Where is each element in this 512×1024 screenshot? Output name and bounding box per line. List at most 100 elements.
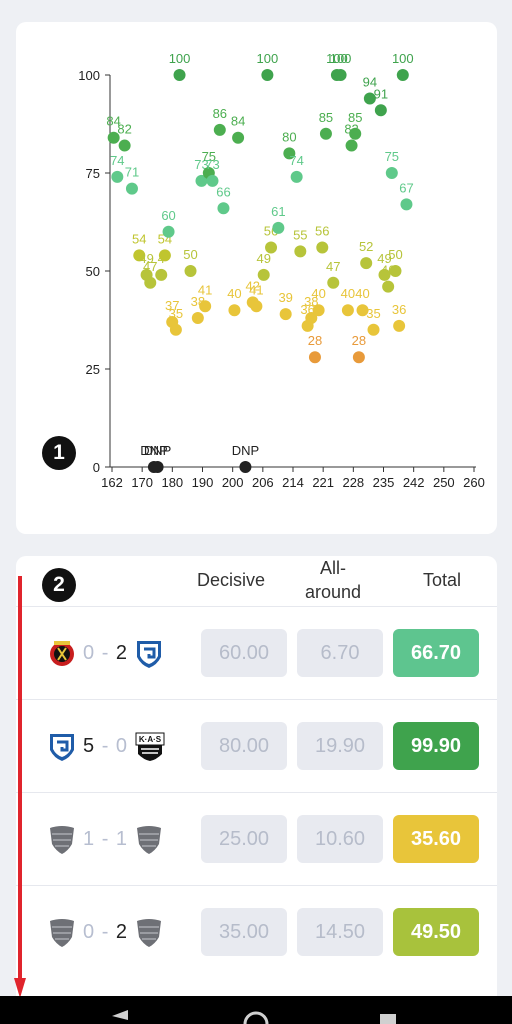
grey-shield-icon: [135, 918, 163, 948]
data-label: DNP: [144, 443, 171, 458]
table-row[interactable]: 0 - 2 35.00 14.50 49.50: [16, 885, 497, 978]
data-point: [265, 241, 278, 254]
total-value: 35.60: [393, 815, 479, 863]
data-point: [272, 221, 285, 234]
decisive-value: 60.00: [201, 629, 287, 677]
match-ratings-table: 2 Decisive All- around Total 0 - 2 60.00 6…: [16, 556, 497, 1006]
data-point: [261, 69, 274, 81]
back-icon[interactable]: [112, 1010, 128, 1020]
data-point: [250, 300, 263, 313]
recents-icon[interactable]: [380, 1014, 396, 1024]
data-label: 94: [363, 75, 377, 90]
match-score: 0 - 2: [48, 607, 163, 700]
header-decisive: Decisive: [196, 570, 266, 590]
data-label: 35: [366, 306, 380, 321]
data-point: [213, 123, 226, 136]
data-point: [393, 319, 406, 332]
data-label: 52: [359, 239, 373, 254]
data-point: [184, 265, 197, 277]
home-score: 1: [83, 828, 96, 850]
data-point: [232, 131, 245, 144]
data-point: [345, 139, 358, 152]
score-separator: -: [101, 921, 116, 943]
x-tick-label: 190: [192, 475, 214, 490]
data-point: [191, 312, 204, 325]
x-tick-label: 214: [282, 475, 304, 490]
data-point: [341, 304, 354, 317]
decisive-value: 35.00: [201, 908, 287, 956]
away-score: 0: [115, 735, 129, 757]
data-point: [349, 127, 362, 140]
rating-chart-card: 0 25 50 75 100 162 170 180 190 200 206 214 221 228 235…: [16, 22, 497, 534]
data-point: [144, 276, 157, 289]
data-label: 66: [216, 184, 230, 199]
data-label: 35: [169, 306, 183, 321]
data-label: 50: [388, 247, 402, 262]
nav-buttons: [112, 1010, 396, 1024]
data-label: 61: [271, 204, 285, 219]
away-score: 2: [115, 921, 129, 943]
blue-white-crest-icon: [48, 732, 76, 762]
x-tick-label: 200: [222, 475, 244, 490]
x-tick-label: 250: [433, 475, 455, 490]
x-tick-label: 180: [161, 475, 183, 490]
data-label: 40: [341, 286, 355, 301]
data-point: [327, 276, 340, 289]
score-separator: -: [101, 735, 116, 757]
data-label: 60: [161, 208, 175, 223]
allaround-value: 10.60: [297, 815, 383, 863]
data-label: 49: [377, 251, 391, 266]
rating-scatter-chart: 0 25 50 75 100 162 170 180 190 200 206 214 221 228 235…: [78, 51, 485, 490]
data-point: [206, 174, 219, 187]
data-point: [257, 268, 270, 281]
data-point: [356, 304, 369, 317]
chart-step-badge: 1: [42, 436, 76, 470]
decisive-value: 80.00: [201, 722, 287, 770]
away-score: 2: [115, 642, 129, 664]
grey-shield-icon: [48, 918, 76, 948]
y-tick-label: 25: [86, 362, 100, 377]
kas-eupen-crest-icon: K·A·S: [135, 732, 165, 762]
x-tick-label: 242: [403, 475, 425, 490]
data-point: [290, 170, 303, 183]
data-point: [334, 69, 347, 81]
data-point: [352, 351, 365, 364]
data-label: DNP: [232, 443, 259, 458]
total-value: 66.70: [393, 629, 479, 677]
data-label: 28: [308, 333, 322, 348]
blue-white-crest-icon: [135, 639, 163, 669]
data-point: [319, 127, 332, 140]
data-label: 73: [205, 157, 219, 172]
data-label: 41: [249, 282, 263, 297]
table-row[interactable]: 0 - 2 60.00 6.70 66.70: [16, 606, 497, 699]
data-point: [305, 312, 318, 325]
data-label: 47: [326, 259, 340, 274]
data-label: 71: [125, 165, 139, 180]
data-point: [360, 257, 373, 270]
data-point: [162, 225, 175, 238]
data-point: [217, 202, 230, 215]
data-point: [155, 268, 168, 281]
data-point: [133, 249, 146, 262]
y-tick-label: 75: [86, 166, 100, 181]
total-value: 99.90: [393, 722, 479, 770]
data-label: 36: [392, 302, 406, 317]
home-icon[interactable]: [243, 1011, 269, 1024]
data-point: [158, 249, 171, 262]
data-label: 100: [392, 51, 414, 66]
x-tick-label: 260: [463, 475, 485, 490]
table-row[interactable]: 1 - 1 25.00 10.60 35.60: [16, 792, 497, 885]
data-label: 84: [231, 114, 245, 129]
data-point: [239, 461, 252, 473]
data-point: [169, 323, 182, 336]
score-text: 5 - 0: [83, 735, 128, 758]
data-point: [195, 174, 208, 187]
table-row[interactable]: 5 - 0 K·A·S 80.00 19.90 99.90: [16, 699, 497, 792]
data-point: [389, 265, 402, 277]
data-point: [118, 139, 131, 152]
match-score: 1 - 1: [48, 793, 163, 886]
x-tick-label: 228: [342, 475, 364, 490]
data-point: [367, 323, 380, 336]
data-label: 82: [117, 122, 131, 137]
x-tick-label: 235: [373, 475, 395, 490]
